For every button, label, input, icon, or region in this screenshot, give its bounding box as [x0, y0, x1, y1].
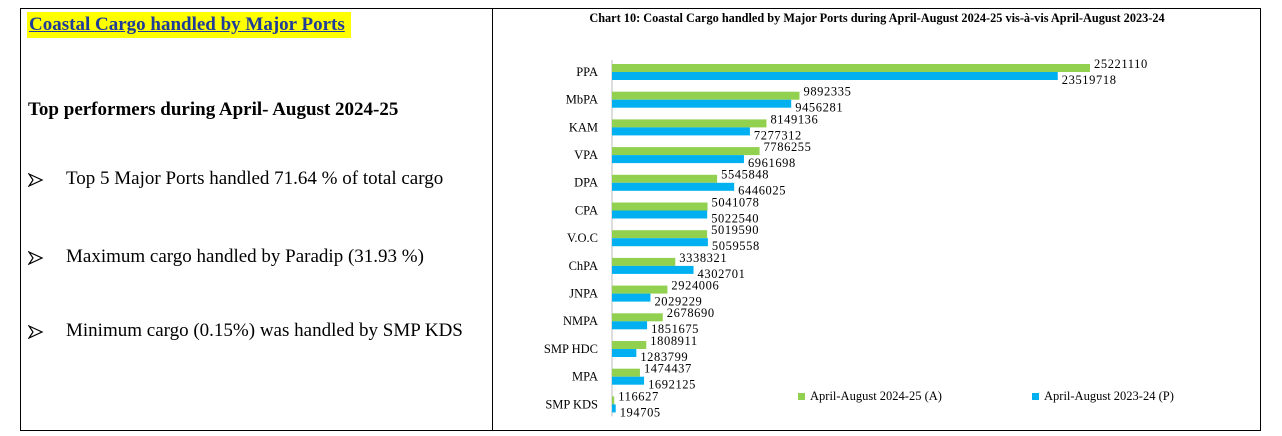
value-label: 1851675	[651, 322, 699, 336]
value-label: 1692125	[648, 378, 696, 392]
bar	[612, 368, 640, 377]
bullet-icon	[28, 250, 44, 266]
value-label: 5022540	[711, 211, 759, 225]
bar	[612, 349, 637, 357]
value-label: 2924006	[671, 278, 719, 292]
value-label: 2678690	[667, 306, 715, 320]
category-label: PPA	[576, 65, 598, 79]
category-label: MPA	[572, 370, 598, 384]
value-label: 5545848	[721, 168, 769, 182]
bar	[612, 155, 744, 164]
value-label: 1808911	[650, 334, 698, 348]
chart-title: Chart 10: Coastal Cargo handled by Major…	[589, 11, 1165, 25]
heading: Coastal Cargo handled by Major Ports	[27, 12, 351, 38]
bar	[612, 341, 647, 349]
value-label: 194705	[620, 405, 661, 419]
bar	[612, 293, 651, 302]
legend-label: April-August 2024-25 (A)	[810, 389, 942, 403]
cell-divider	[492, 8, 493, 431]
bullet-icon	[28, 172, 44, 188]
bullet-text: Maximum cargo handled by Paradip (31.93 …	[66, 246, 424, 267]
category-label: ChPA	[569, 259, 598, 273]
value-label: 23519718	[1062, 73, 1117, 87]
bar	[612, 257, 676, 266]
value-label: 9456281	[795, 101, 843, 115]
value-label: 116627	[618, 389, 659, 403]
value-label: 7277312	[754, 128, 802, 142]
value-label: 1474437	[644, 362, 692, 376]
value-label: 6961698	[748, 156, 796, 170]
category-label: JNPA	[569, 286, 598, 300]
bar	[612, 230, 708, 239]
bar	[612, 182, 735, 191]
bullet-text: Minimum cargo (0.15%) was handled by SMP…	[66, 320, 463, 341]
bar	[612, 238, 708, 247]
category-label: V.O.C	[567, 231, 598, 245]
category-label: VPA	[574, 148, 598, 162]
value-label: 25221110	[1094, 57, 1148, 71]
category-label: MbPA	[566, 93, 598, 107]
value-label: 5059558	[712, 239, 760, 253]
value-label: 9892335	[803, 85, 851, 99]
table-border	[20, 8, 1261, 431]
bar	[612, 313, 663, 322]
bar	[612, 285, 668, 294]
category-label: SMP HDC	[544, 342, 598, 356]
value-label: 1283799	[640, 350, 688, 364]
category-label: DPA	[574, 176, 598, 190]
bullet-text: Top 5 Major Ports handled 71.64 % of tot…	[66, 168, 444, 189]
bar	[612, 99, 792, 108]
bar	[612, 127, 750, 136]
value-label: 8149136	[770, 112, 818, 126]
category-label: CPA	[575, 203, 598, 217]
value-label: 5041078	[712, 195, 760, 209]
bar	[612, 72, 1058, 80]
category-label: NMPA	[563, 314, 598, 328]
bar	[612, 174, 718, 183]
legend-swatch	[1032, 393, 1039, 400]
subheading: Top performers during April- August 2024…	[28, 99, 399, 120]
legend-label: April-August 2023-24 (P)	[1044, 389, 1174, 403]
bullet-icon	[28, 324, 44, 340]
legend-swatch	[798, 393, 805, 400]
bar	[612, 376, 645, 385]
category-label: SMP KDS	[545, 397, 598, 411]
bar	[612, 119, 767, 128]
value-label: 2029229	[654, 294, 702, 308]
category-label: KAM	[569, 120, 598, 134]
bar	[612, 147, 760, 156]
bar	[612, 404, 616, 413]
bar	[612, 210, 708, 219]
value-label: 5019590	[711, 223, 759, 237]
bar	[612, 91, 800, 100]
bar	[612, 64, 1090, 72]
bar	[612, 396, 615, 405]
value-label: 6446025	[738, 184, 786, 198]
bar	[612, 202, 708, 211]
value-label: 4302701	[698, 267, 746, 281]
value-label: 3338321	[679, 251, 727, 265]
bar	[612, 265, 694, 274]
bar	[612, 321, 648, 330]
value-label: 7786255	[764, 140, 812, 154]
